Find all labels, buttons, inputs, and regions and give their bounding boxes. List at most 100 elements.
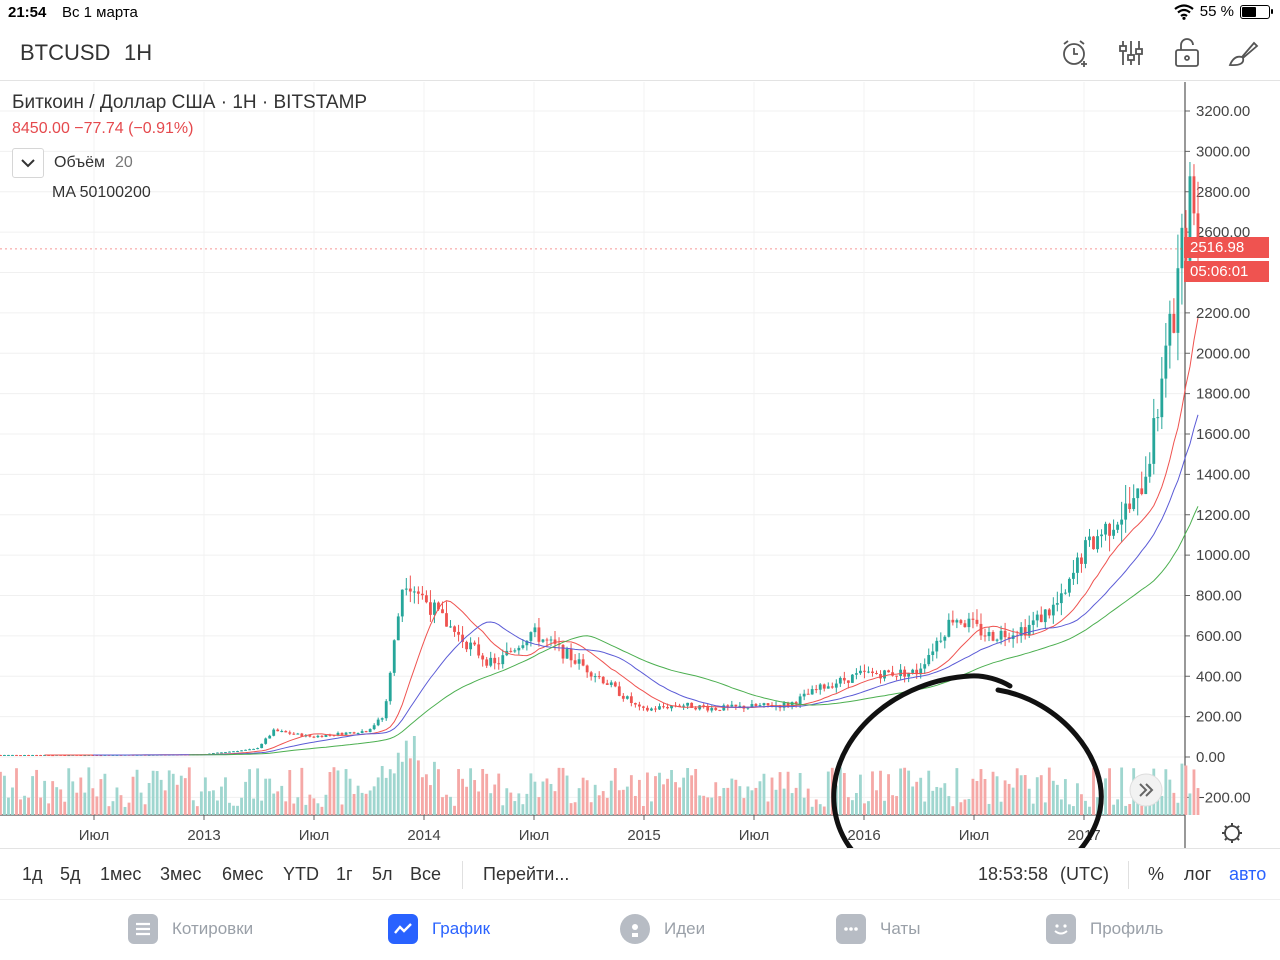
candle-body bbox=[244, 749, 247, 751]
volume-bar bbox=[678, 787, 681, 815]
range-1d[interactable]: 1д bbox=[22, 864, 43, 884]
candle-body bbox=[863, 670, 866, 672]
volume-bar bbox=[871, 771, 874, 815]
volume-bar bbox=[1140, 805, 1144, 815]
candle-body bbox=[730, 704, 734, 707]
volume-bar bbox=[975, 781, 979, 815]
volume-bar bbox=[746, 786, 750, 815]
range-6m[interactable]: 6мес bbox=[222, 864, 264, 884]
candle-body bbox=[694, 707, 698, 710]
volume-bar bbox=[47, 803, 51, 815]
range-ytd[interactable]: YTD bbox=[283, 864, 319, 884]
volume-bar bbox=[252, 798, 256, 815]
volume-bar bbox=[875, 790, 878, 815]
candle-body bbox=[372, 725, 376, 730]
candle-body bbox=[1196, 213, 1200, 255]
clock-time[interactable]: 18:53:58 bbox=[978, 864, 1049, 884]
candle-body bbox=[879, 674, 882, 679]
chart-area[interactable]: 3200.003000.002800.002600.002400.002200.… bbox=[0, 82, 1280, 848]
volume-bar bbox=[722, 787, 726, 815]
collapse-legend-button[interactable] bbox=[12, 148, 44, 178]
volume-bar bbox=[1164, 769, 1168, 815]
candle-body bbox=[975, 619, 979, 624]
volume-bar bbox=[666, 778, 669, 815]
candle-body bbox=[678, 705, 681, 707]
candle-body bbox=[810, 689, 814, 695]
candle-body bbox=[541, 639, 545, 642]
candle-body bbox=[887, 670, 890, 673]
percent-scale-toggle[interactable]: % bbox=[1148, 864, 1165, 884]
candle-body bbox=[1160, 378, 1164, 418]
volume-bar bbox=[545, 778, 549, 815]
y-tick-label: 600.00 bbox=[1196, 628, 1242, 645]
volume-bar bbox=[1080, 794, 1083, 815]
candle-body bbox=[433, 602, 436, 615]
candle-body bbox=[39, 755, 43, 757]
volume-bar bbox=[883, 800, 886, 815]
candle-body bbox=[320, 735, 324, 737]
candle-body bbox=[1019, 627, 1023, 636]
candle-body bbox=[642, 706, 645, 708]
volume-bar bbox=[360, 792, 364, 815]
indicators-icon[interactable] bbox=[1114, 36, 1148, 70]
volume-bar bbox=[786, 771, 790, 815]
tab-ideas[interactable]: Идеи bbox=[620, 914, 705, 944]
symbol-button[interactable]: BTCUSD bbox=[20, 40, 111, 65]
candle-body bbox=[609, 682, 613, 685]
candle-body bbox=[260, 743, 264, 749]
candle-body bbox=[384, 701, 388, 719]
volume-bar bbox=[850, 800, 854, 815]
range-5y[interactable]: 5л bbox=[372, 864, 393, 884]
profile-icon bbox=[1046, 914, 1076, 944]
tab-chart[interactable]: График bbox=[388, 914, 490, 944]
range-1m[interactable]: 1мес bbox=[100, 864, 142, 884]
volume-bar bbox=[1076, 783, 1079, 815]
volume-bar bbox=[674, 782, 677, 815]
candle-body bbox=[939, 640, 943, 642]
volume-bar bbox=[637, 779, 641, 815]
candle-body bbox=[1128, 503, 1132, 510]
candle-body bbox=[951, 619, 955, 623]
auto-scale-toggle[interactable]: авто bbox=[1229, 864, 1267, 884]
volume-bar bbox=[658, 772, 661, 815]
range-1y[interactable]: 1г bbox=[336, 864, 353, 884]
tab-chats[interactable]: Чаты bbox=[836, 914, 920, 944]
volume-bar bbox=[686, 768, 690, 815]
candle-body bbox=[581, 659, 585, 666]
range-all[interactable]: Все bbox=[410, 864, 442, 884]
range-5d[interactable]: 5д bbox=[60, 864, 81, 884]
volume-bar bbox=[887, 774, 890, 815]
candle-body bbox=[1076, 557, 1079, 573]
alarm-add-icon[interactable] bbox=[1058, 36, 1092, 70]
volume-bar bbox=[1128, 804, 1132, 815]
timezone-label[interactable]: (UTC) bbox=[1060, 864, 1109, 884]
interval-button[interactable]: 1H bbox=[124, 40, 153, 65]
lock-icon[interactable] bbox=[1170, 36, 1204, 70]
volume-bar bbox=[742, 798, 746, 815]
tab-profile[interactable]: Профиль bbox=[1046, 914, 1163, 944]
tab-quotes[interactable]: Котировки bbox=[128, 914, 253, 944]
candle-body bbox=[859, 670, 862, 674]
goto-date-button[interactable]: Перейти... bbox=[483, 864, 570, 884]
divider bbox=[1128, 861, 1129, 889]
log-scale-toggle[interactable]: лог bbox=[1184, 864, 1212, 884]
volume-bar bbox=[207, 791, 211, 815]
volume-bar bbox=[449, 796, 452, 815]
range-3m[interactable]: 3мес bbox=[160, 864, 202, 884]
volume-bar bbox=[529, 773, 533, 815]
price-chart[interactable]: 3200.003000.002800.002600.002400.002200.… bbox=[0, 82, 1280, 848]
candle-body bbox=[485, 659, 489, 666]
volume-bar bbox=[191, 800, 195, 815]
candle-body bbox=[621, 695, 625, 699]
drawing-brush-icon[interactable] bbox=[1226, 36, 1260, 70]
volume-bar bbox=[167, 770, 171, 815]
y-tick-label: 0.00 bbox=[1196, 749, 1225, 766]
volume-bar bbox=[569, 803, 573, 815]
volume-bar bbox=[923, 801, 927, 815]
volume-bar bbox=[39, 797, 43, 815]
volume-bar bbox=[83, 792, 87, 815]
volume-bar bbox=[135, 769, 139, 815]
volume-bar bbox=[111, 801, 115, 815]
candle-body bbox=[1156, 417, 1160, 419]
candle-body bbox=[987, 632, 991, 637]
